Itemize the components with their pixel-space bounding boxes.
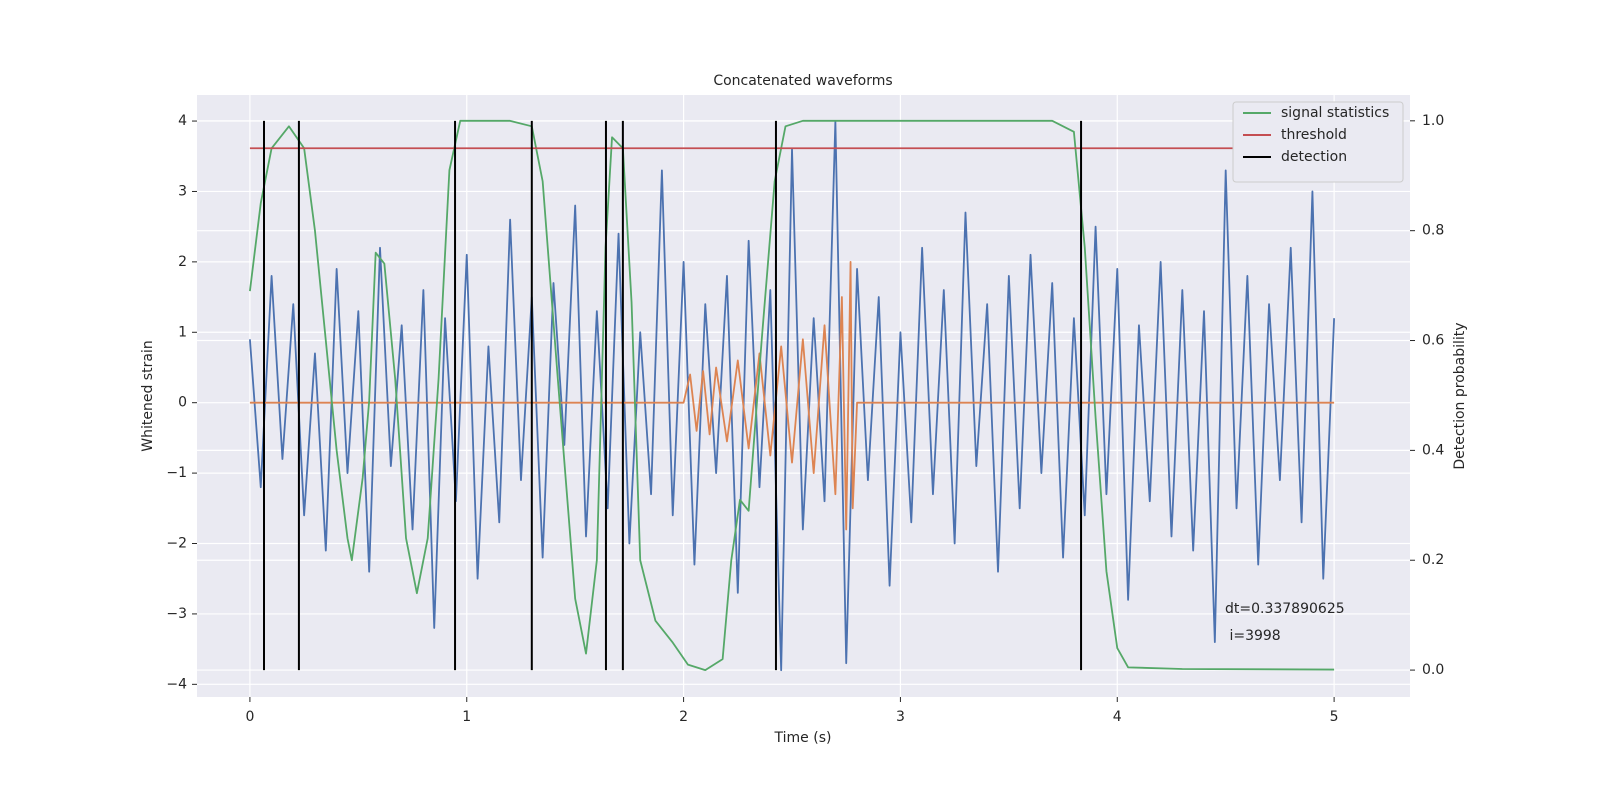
x-tick-label: 1 [462, 709, 471, 725]
legend-label: signal statistics [1281, 105, 1389, 121]
series-line [249, 119, 1335, 671]
y2-tick-label: 1.0 [1422, 113, 1444, 129]
legend-label: detection [1281, 149, 1347, 165]
y2-tick-label: 0.4 [1422, 442, 1444, 458]
y-tick-label: −4 [166, 676, 187, 692]
x-tick-label: 0 [245, 709, 254, 725]
y-tick-label: −1 [166, 465, 187, 481]
x-tick-label: 2 [679, 709, 688, 725]
legend: signal statistics threshold detection [1232, 101, 1404, 183]
ticks: 0 1 2 3 4 5 −4 −3 −2 −1 0 1 2 3 4 0.0 0.2 0.4 0.6 0.8 1.0 [166, 113, 1444, 725]
y-tick-label: 3 [178, 183, 187, 199]
annotation: dt=0.337890625 [1225, 601, 1345, 617]
chart-title: Concatenated waveforms [713, 73, 892, 89]
y2-tick-label: 0.6 [1422, 333, 1444, 349]
y2-tick-label: 0.2 [1422, 552, 1444, 568]
x-tick-label: 5 [1330, 709, 1339, 725]
y-axis-label: Whitened strain [140, 340, 156, 451]
marks [249, 119, 1336, 672]
y-tick-label: 2 [178, 254, 187, 270]
legend-box [1232, 101, 1404, 183]
x-axis-label: Time (s) [774, 730, 832, 746]
y-tick-label: 0 [178, 395, 187, 411]
series-line [249, 120, 1336, 672]
plot-area [197, 95, 1410, 697]
y-tick-label: 4 [178, 113, 187, 129]
y2-axis-label: Detection probability [1452, 322, 1468, 469]
annotation: i=3998 [1225, 628, 1281, 644]
y-tick-label: −3 [166, 606, 187, 622]
legend-label: threshold [1281, 127, 1347, 143]
x-tick-label: 4 [1113, 709, 1122, 725]
x-tick-label: 3 [896, 709, 905, 725]
y2-tick-label: 0.8 [1422, 223, 1444, 239]
y-tick-label: 1 [178, 324, 187, 340]
y-tick-label: −2 [166, 536, 187, 552]
y2-tick-label: 0.0 [1422, 662, 1444, 678]
